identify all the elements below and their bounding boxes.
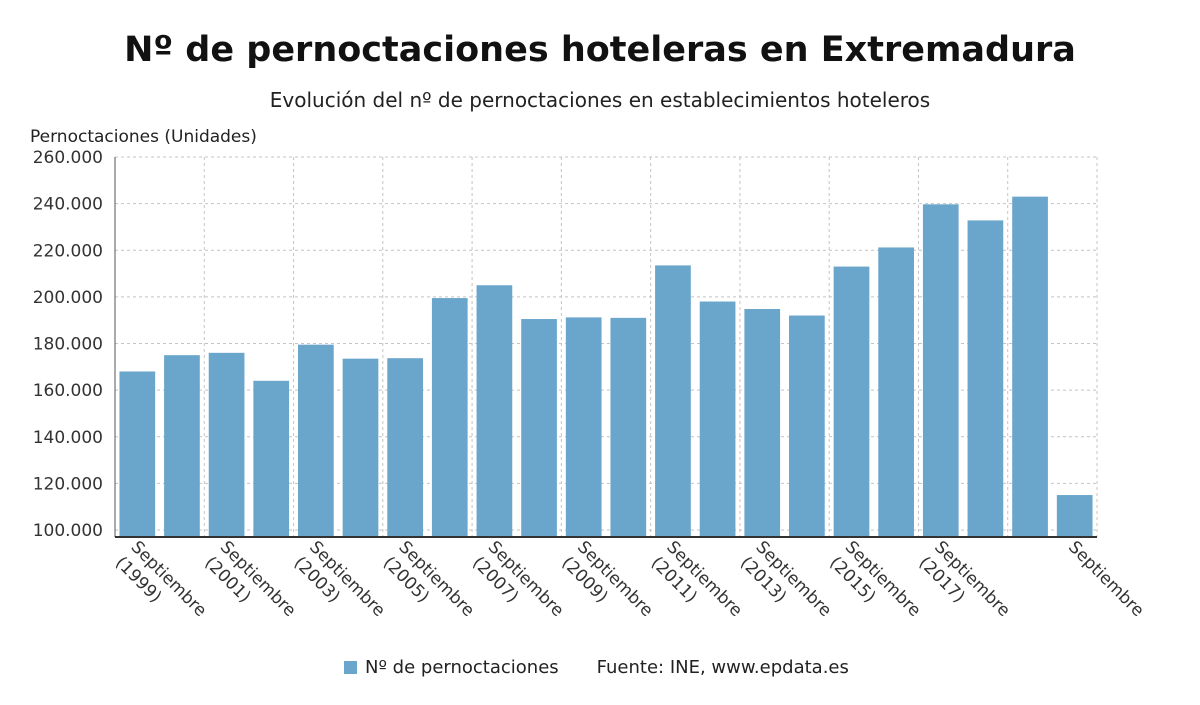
- bar: [342, 358, 379, 537]
- bar: [922, 204, 959, 538]
- legend-swatch: [344, 660, 357, 674]
- y-tick-label: 160.000: [33, 381, 103, 401]
- x-tick-label: Septiembre(2001): [200, 537, 299, 636]
- bar: [655, 265, 691, 537]
- bar: [833, 266, 870, 537]
- x-tick-label: Septiembre(2011): [647, 537, 746, 636]
- bar: [878, 247, 914, 538]
- x-tick-label: Septiembre(2007): [468, 537, 567, 636]
- bar: [967, 220, 1004, 537]
- y-tick-label: 220.000: [33, 241, 103, 261]
- y-tick-label: 100.000: [33, 521, 103, 541]
- x-tick-label: Septiembre(2003): [290, 537, 389, 636]
- bar: [253, 380, 290, 537]
- y-tick-label: 240.000: [33, 195, 103, 215]
- bar: [431, 298, 468, 537]
- y-tick-label: 180.000: [33, 335, 103, 355]
- chart-title: Nº de pernoctaciones hoteleras en Extrem…: [124, 30, 1076, 70]
- x-tick-label: Septiembre(2013): [736, 537, 835, 636]
- bar: [387, 358, 423, 537]
- bar: [744, 309, 781, 537]
- bar: [1056, 495, 1093, 537]
- x-tick-label: Septiembre(2017): [915, 537, 1014, 636]
- bar: [119, 371, 156, 537]
- x-tick-label: Septiembre(2005): [379, 537, 478, 636]
- chart-subtitle: Evolución del nº de pernoctaciones en es…: [269, 88, 931, 112]
- bar: [699, 301, 736, 537]
- y-tick-label: 120.000: [33, 474, 103, 494]
- x-tick-label: Septiembre(2009): [558, 537, 657, 636]
- bar: [789, 315, 825, 537]
- bar: [208, 352, 245, 537]
- x-tick-label: Septiembre: [1064, 537, 1148, 621]
- y-tick-label: 200.000: [33, 288, 103, 308]
- legend-label: Nº de pernoctaciones: [365, 656, 559, 678]
- bar: [1012, 196, 1048, 537]
- legend: Nº de pernoctaciones Fuente: INE, www.ep…: [344, 655, 849, 679]
- bar: [298, 344, 334, 537]
- x-tick-label: Septiembre(1999): [111, 537, 210, 636]
- bar: [476, 285, 513, 537]
- y-tick-label: 140.000: [33, 428, 103, 448]
- x-tick-label: Septiembre(2015): [825, 537, 924, 636]
- bar: [521, 319, 557, 537]
- bar: [164, 355, 200, 537]
- bar: [565, 317, 602, 537]
- y-axis-label: Pernoctaciones (Unidades): [30, 127, 257, 147]
- bar: [610, 317, 647, 537]
- y-tick-label: 260.000: [33, 148, 103, 168]
- source-note: Fuente: INE, www.epdata.es: [596, 656, 849, 678]
